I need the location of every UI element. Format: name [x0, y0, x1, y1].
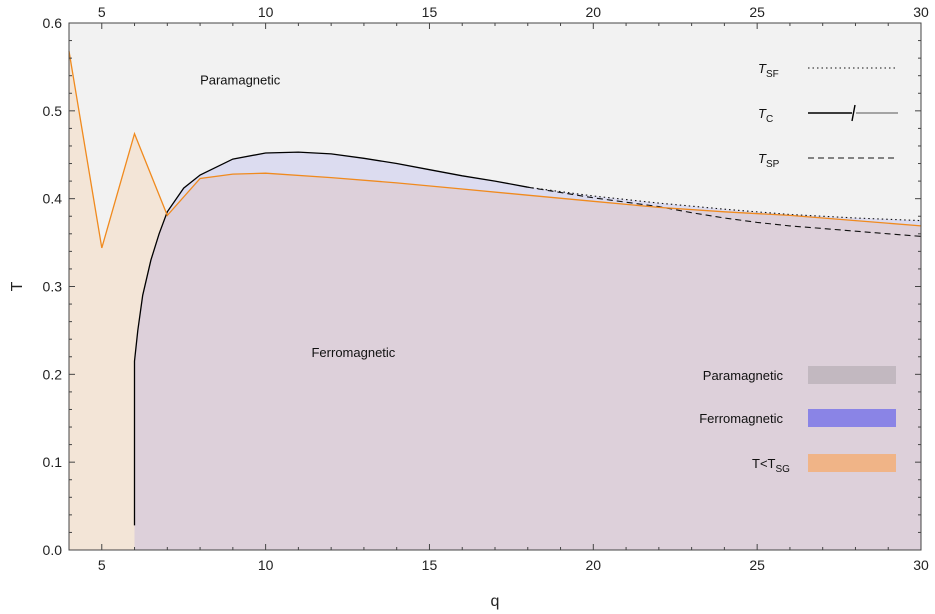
legend-line-subscript: SF — [766, 69, 779, 80]
x-tick-label-top: 10 — [258, 4, 274, 20]
legend-region-subscript: SG — [775, 464, 790, 475]
tc-curve — [133, 151, 528, 526]
legend-swatch — [808, 366, 896, 384]
y-tick-label: 0.4 — [43, 191, 63, 207]
x-axis-label: q — [491, 593, 500, 610]
y-tick-label: 0.1 — [43, 454, 63, 470]
tsf-curve — [527, 186, 922, 222]
region-annotation: Paramagnetic — [200, 72, 281, 87]
y-tick-label: 0.0 — [43, 542, 63, 558]
legend-region-label: Paramagnetic — [703, 368, 784, 383]
axis-ticks: 5 5 10 10 15 15 20 20 25 25 30 30 0.0 0.1 0.2 0.3 0.4 0.5… — [43, 4, 929, 573]
x-tick-label-bottom: 30 — [913, 557, 929, 573]
x-tick-label-bottom: 15 — [422, 557, 438, 573]
legend-swatch — [808, 409, 896, 427]
phase-boundary-curves — [68, 50, 922, 526]
x-tick-label-top: 25 — [749, 4, 765, 20]
y-tick-label: 0.5 — [43, 103, 63, 119]
x-tick-label-bottom: 10 — [258, 557, 274, 573]
y-axis-label: T — [9, 281, 26, 291]
y-tick-label: 0.6 — [43, 15, 63, 31]
x-tick-label-bottom: 5 — [98, 557, 106, 573]
region-annotation: Ferromagnetic — [311, 345, 395, 360]
tsg-curve — [68, 50, 922, 249]
legend-line-subscript: C — [766, 114, 773, 125]
overlap-region — [134, 173, 921, 550]
tsp-curve — [527, 186, 922, 237]
x-tick-label-top: 30 — [913, 4, 929, 20]
legend-region-label: Ferromagnetic — [699, 411, 783, 426]
x-tick-label-top: 20 — [586, 4, 602, 20]
region-annotations: Paramagnetic Ferromagnetic — [200, 72, 396, 359]
phase-regions — [69, 23, 921, 550]
x-tick-label-top: 5 — [98, 4, 106, 20]
legend-line-subscript: SP — [766, 159, 780, 170]
x-tick-label-top: 15 — [422, 4, 438, 20]
y-tick-label: 0.3 — [43, 279, 63, 295]
legend-swatch — [808, 454, 896, 472]
y-tick-label: 0.2 — [43, 366, 63, 382]
x-tick-label-bottom: 20 — [586, 557, 602, 573]
x-tick-label-bottom: 25 — [749, 557, 765, 573]
legend-marker — [851, 104, 856, 122]
